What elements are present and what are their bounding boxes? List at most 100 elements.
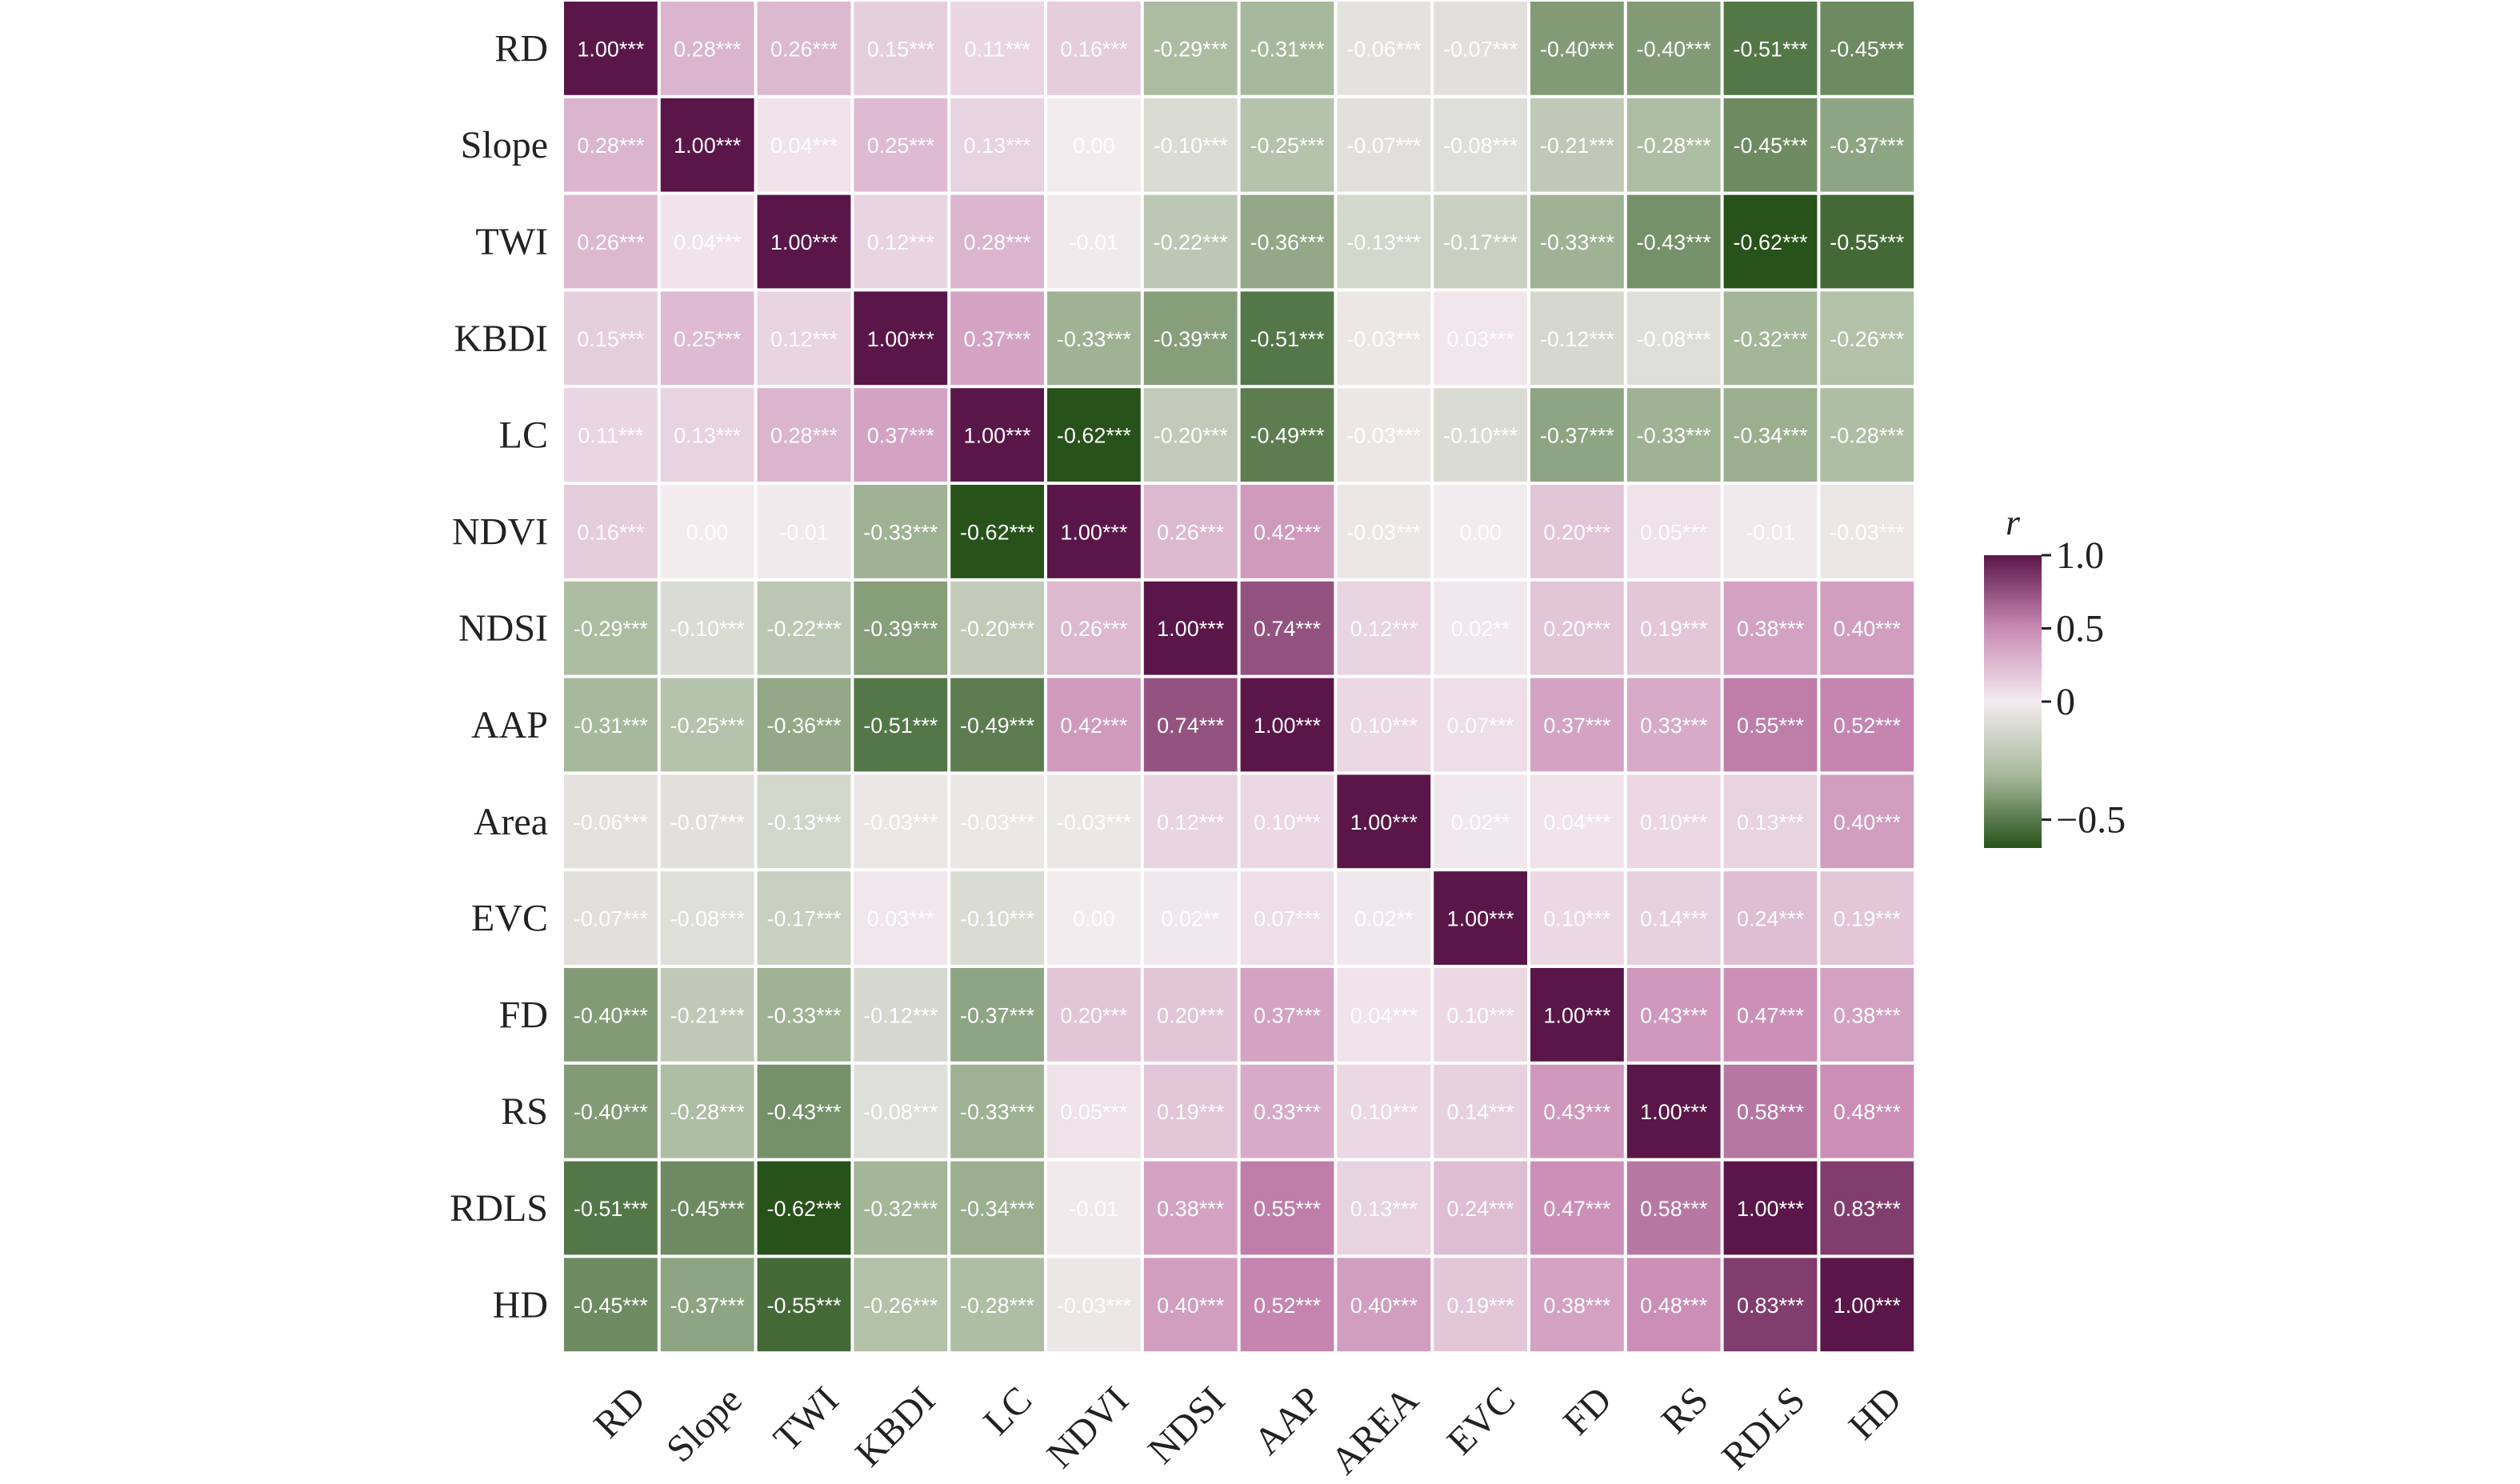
heatmap-cell xyxy=(1530,774,1624,869)
cell-value-label: -0.03*** xyxy=(863,810,938,834)
heatmap-cell xyxy=(1626,291,1721,386)
cell-value-label: 0.38*** xyxy=(1543,1294,1611,1318)
heatmap-cell xyxy=(950,1064,1044,1158)
heatmap-cell xyxy=(1047,1064,1141,1158)
heatmap-cell xyxy=(1143,291,1238,386)
column-label: AREA xyxy=(1322,1378,1426,1482)
cell-value-label: 0.38*** xyxy=(1737,617,1805,641)
heatmap-cell xyxy=(757,388,851,482)
colorbar-tick-label: −0.5 xyxy=(2056,799,2126,842)
column-label: HD xyxy=(1841,1378,1910,1447)
heatmap-cell xyxy=(1723,581,1818,675)
row-label: Slope xyxy=(461,124,548,166)
heatmap-cell xyxy=(1337,1258,1431,1352)
cell-value-label: -0.37*** xyxy=(1830,134,1905,158)
cell-value-label: 0.04*** xyxy=(1350,1003,1418,1027)
heatmap-cells: 1.00*** 0.28*** 0.26*** 0.15*** 0.11*** 0.16*… xyxy=(564,2,1914,1352)
cell-value-label: -0.07*** xyxy=(1346,134,1422,158)
heatmap-cell xyxy=(1626,194,1721,289)
cell-value-label: 0.10*** xyxy=(1254,810,1322,834)
heatmap-cell xyxy=(1047,968,1141,1062)
cell-value-label: 0.12*** xyxy=(1350,617,1418,641)
heatmap-cell xyxy=(1337,968,1431,1062)
cell-value-label: -0.03*** xyxy=(1830,520,1905,544)
cell-value-label: -0.49*** xyxy=(1250,424,1325,448)
heatmap-cell xyxy=(1530,194,1624,289)
cell-value-label: -0.08*** xyxy=(670,907,746,931)
heatmap-cell xyxy=(1240,871,1334,965)
cell-value-label: -0.45*** xyxy=(670,1197,746,1221)
heatmap-cell xyxy=(1434,485,1527,578)
cell-value-label: -0.20*** xyxy=(960,617,1035,641)
cell-value-label: -0.34*** xyxy=(1733,424,1808,448)
cell-value-label: 0.13*** xyxy=(1350,1197,1418,1221)
colorbar-tick-label: 1.0 xyxy=(2056,534,2104,577)
cell-value-label: -0.13*** xyxy=(1346,230,1422,254)
heatmap-cell xyxy=(1626,774,1721,869)
cell-value-label: -0.55*** xyxy=(766,1294,842,1318)
heatmap-cell xyxy=(1530,581,1624,675)
cell-value-label: -0.40*** xyxy=(1540,37,1615,61)
cell-value-label: 0.02** xyxy=(1161,907,1220,931)
cell-value-label: -0.01 xyxy=(1746,520,1795,544)
cell-value-label: 0.55*** xyxy=(1737,714,1805,738)
heatmap-cell xyxy=(1240,1064,1334,1158)
heatmap-cell xyxy=(854,291,948,386)
heatmap-cell xyxy=(1820,1258,1914,1352)
heatmap-cell xyxy=(1337,98,1431,192)
cell-value-label: -0.26*** xyxy=(1830,327,1905,351)
heatmap-cell xyxy=(1723,1161,1818,1255)
heatmap-cell xyxy=(1820,871,1914,965)
cell-value-label: 0.20*** xyxy=(1060,1003,1128,1027)
row-label: RDLS xyxy=(450,1187,548,1230)
column-label: Slope xyxy=(658,1378,750,1470)
heatmap-cell xyxy=(950,871,1044,965)
heatmap-cell xyxy=(564,871,658,965)
cell-value-label: 0.10*** xyxy=(1350,1100,1418,1124)
heatmap-cell xyxy=(1047,1258,1141,1352)
cell-value-label: 0.43*** xyxy=(1543,1100,1611,1124)
heatmap-cell xyxy=(1530,1064,1624,1158)
colorbar-tick-label: 0.5 xyxy=(2056,608,2104,650)
cell-value-label: 0.04*** xyxy=(1543,810,1611,834)
heatmap-cell xyxy=(757,291,851,386)
cell-value-label: 0.42*** xyxy=(1060,714,1128,738)
heatmap-cell xyxy=(1626,2,1721,95)
heatmap-cell xyxy=(564,678,658,772)
heatmap-cell xyxy=(1143,2,1238,95)
heatmap-cell xyxy=(1626,1258,1721,1352)
heatmap-cell xyxy=(950,291,1044,386)
cell-value-label: -0.39*** xyxy=(1154,327,1229,351)
row-label: KBDI xyxy=(454,318,548,360)
cell-value-label: -0.10*** xyxy=(670,617,746,641)
cell-value-label: 0.00 xyxy=(1459,520,1502,544)
heatmap-cell xyxy=(1337,2,1431,95)
heatmap-cell xyxy=(1143,1258,1238,1352)
column-label: TWI xyxy=(766,1378,847,1460)
cell-value-label: -0.17*** xyxy=(766,907,842,931)
cell-value-label: 0.15*** xyxy=(577,327,645,351)
cell-value-label: 0.03*** xyxy=(1447,327,1515,351)
heatmap-cell xyxy=(757,1161,851,1255)
cell-value-label: 0.19*** xyxy=(1447,1294,1515,1318)
cell-value-label: 0.24*** xyxy=(1737,907,1805,931)
heatmap-cell xyxy=(1047,1161,1141,1255)
cell-value-label: -0.43*** xyxy=(1637,230,1712,254)
cell-value-label: -0.33*** xyxy=(1637,424,1712,448)
cell-value-label: -0.33*** xyxy=(1540,230,1615,254)
heatmap-cell xyxy=(660,388,754,482)
heatmap-cell xyxy=(1820,291,1914,386)
cell-value-label: -0.03*** xyxy=(1346,520,1422,544)
cell-value-label: 0.13*** xyxy=(1737,810,1805,834)
heatmap-cell xyxy=(1434,1258,1527,1352)
heatmap-cell xyxy=(1723,678,1818,772)
cell-value-label: -0.28*** xyxy=(960,1294,1035,1318)
cell-value-label: 0.13*** xyxy=(674,424,742,448)
heatmap-cell xyxy=(1626,1064,1721,1158)
heatmap-cell xyxy=(1143,581,1238,675)
row-label: EVC xyxy=(471,898,548,940)
cell-value-label: 0.26*** xyxy=(577,230,645,254)
cell-value-label: 1.00*** xyxy=(674,134,742,158)
cell-value-label: 0.37*** xyxy=(867,424,935,448)
